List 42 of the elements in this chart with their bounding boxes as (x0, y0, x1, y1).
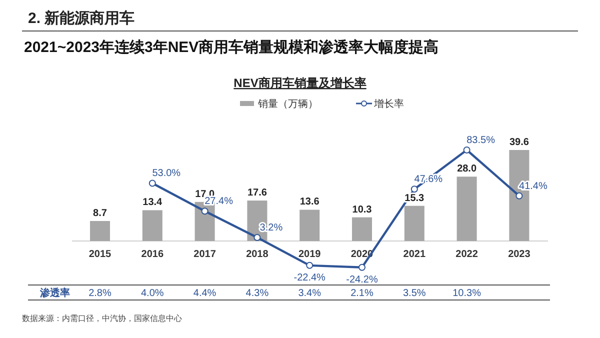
data-label: 17.6 (247, 188, 268, 199)
x-tick-label: 2016 (141, 249, 164, 260)
text: 10.3% (452, 288, 482, 299)
data-label: 10.3 (352, 204, 372, 216)
data-label: 39.6 (509, 137, 530, 148)
data-label: 13.6 (300, 196, 320, 208)
data-label: 28.0 (457, 164, 477, 175)
data-label: -22.4% (294, 272, 326, 284)
data-label: 13.4 (142, 197, 163, 208)
text: 渗透率 (39, 287, 70, 299)
text: 4.0% (141, 288, 164, 299)
data-label: 3.2% (260, 222, 283, 234)
text: 3.5% (403, 288, 426, 299)
legend-label: 增长率 (373, 98, 404, 110)
text: 3.4% (298, 288, 322, 299)
x-tick-label: 2015 (88, 249, 112, 260)
x-tick-label: 2018 (246, 249, 269, 260)
x-tick-label: 2021 (403, 249, 426, 260)
x-tick-label: 2019 (298, 249, 322, 260)
data-label: 83.5% (466, 135, 496, 146)
bar (456, 176, 477, 241)
x-tick-label: 2022 (456, 249, 478, 260)
bar (352, 217, 372, 241)
text: 2021~2023年连续3年NEV商用车销量规模和渗透率大幅度提高 (24, 38, 439, 56)
data-label: 53.0% (152, 168, 181, 180)
chart-title: NEV商用车销量及增长率 (234, 76, 366, 90)
text: 4.4% (193, 288, 216, 299)
bar (300, 210, 320, 241)
text: 2.1% (350, 288, 374, 299)
source-note: 数据来源：内需口径，中汽协，国家信息中心 (22, 314, 182, 323)
text: 4.3% (246, 288, 269, 299)
x-tick-label: 2023 (508, 249, 531, 260)
data-label: -24.2% (346, 274, 378, 286)
data-label: 41.4% (519, 180, 548, 192)
bar (142, 210, 162, 241)
text: 2.8% (88, 288, 112, 299)
x-tick-label: 2017 (194, 249, 216, 260)
bar (404, 206, 424, 241)
text: 2. 新能源商用车 (28, 9, 135, 27)
legend-label: 销量（万辆） (257, 98, 318, 110)
bar (90, 221, 110, 241)
data-label: 8.7 (93, 208, 108, 220)
